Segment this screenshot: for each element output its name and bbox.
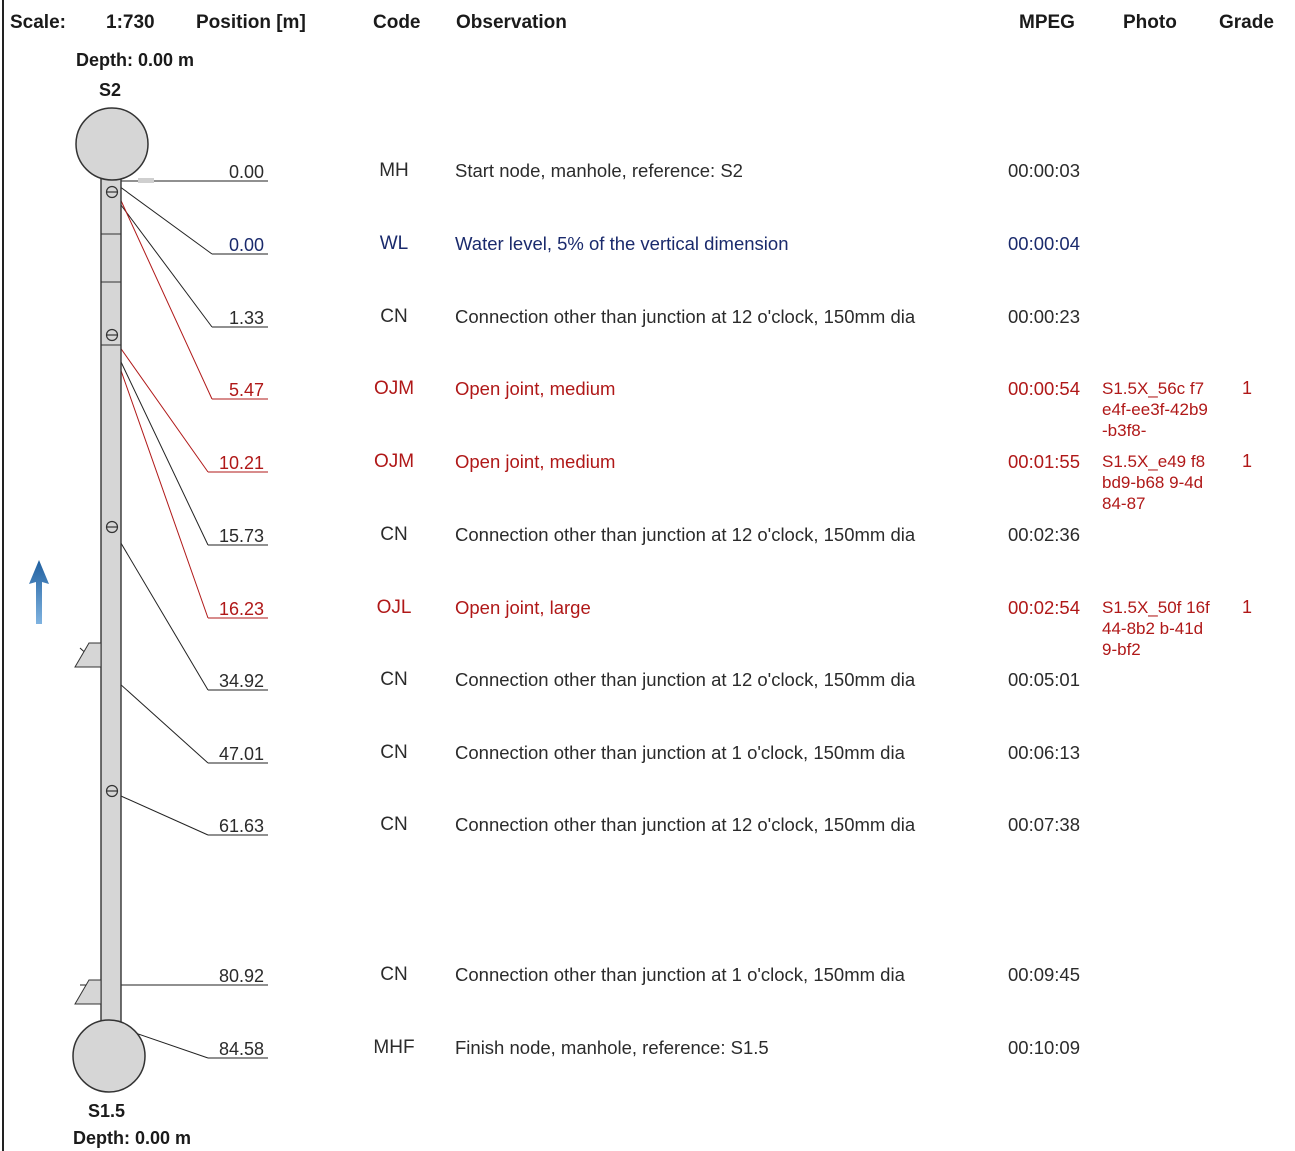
position-underlines: [208, 253, 268, 1059]
position-value: 80.92: [218, 966, 264, 986]
observation-text: Open joint, medium: [455, 451, 616, 472]
leader-line: [111, 344, 209, 619]
mpeg-timestamp: 00:07:38: [1008, 814, 1081, 835]
position-value: 5.47: [228, 380, 264, 400]
observation-text: Connection other than junction at 12 o'c…: [455, 306, 916, 327]
code-value: CN: [380, 524, 408, 545]
code-value: CN: [380, 669, 408, 690]
photo-reference: S1.5X_50f 16f44-8b2 b-41d9-bf2: [1102, 598, 1210, 659]
observation-text: Connection other than junction at 12 o'c…: [455, 524, 916, 545]
observation-text: Connection other than junction at 1 o'cl…: [455, 964, 905, 985]
observation-text: Connection other than junction at 1 o'cl…: [455, 742, 905, 763]
leader-line: [111, 192, 213, 328]
code-value: OJM: [373, 378, 415, 399]
code-value: OJL: [376, 597, 412, 618]
mpeg-timestamp: 00:00:54: [1008, 378, 1081, 399]
mpeg-timestamp: 00:02:54: [1008, 597, 1081, 618]
leader-line: [111, 791, 209, 836]
mpeg-timestamp: 00:10:09: [1008, 1037, 1081, 1058]
finish-node-name: S1.5: [88, 1101, 126, 1121]
observation-text: Connection other than junction at 12 o'c…: [455, 814, 916, 835]
observation-text: Finish node, manhole, reference: S1.5: [455, 1037, 769, 1058]
leader-line: [111, 527, 209, 691]
grade-column-header: Grade: [1219, 12, 1274, 33]
leader-line: [111, 342, 209, 546]
observation-text: Connection other than junction at 12 o'c…: [455, 669, 916, 690]
code-value: OJM: [373, 451, 415, 472]
grade-value: 1: [1241, 378, 1252, 398]
pipe-body: [100, 177, 122, 1024]
start-node-name: S2: [99, 80, 122, 100]
photo-column-header: Photo: [1123, 12, 1177, 33]
code-value: MHF: [373, 1037, 415, 1058]
photo-reference: S1.5X_e49 f8bd9-b68 9-4d84-87: [1102, 452, 1206, 513]
mpeg-timestamp: 00:01:55: [1008, 451, 1081, 472]
position-value: 47.01: [218, 744, 264, 764]
mpeg-timestamp: 00:00:03: [1008, 160, 1081, 181]
code-value: CN: [380, 964, 408, 985]
scale-label: Scale:: [10, 12, 66, 33]
connection-markers: [105, 185, 119, 798]
leader-line: [111, 335, 209, 473]
scale-value: 1:730: [106, 12, 155, 33]
position-value: 0.00: [228, 162, 264, 182]
grade-value: 1: [1241, 597, 1252, 617]
code-value: CN: [380, 306, 408, 327]
start-node-depth: Depth: 0.00 m: [76, 50, 195, 70]
code-value: CN: [380, 742, 408, 763]
observation-text: Start node, manhole, reference: S2: [455, 160, 743, 181]
position-value: 1.33: [228, 308, 264, 328]
position-value: 34.92: [218, 671, 264, 691]
finish-manhole: [72, 1019, 146, 1093]
observation-column-header: Observation: [456, 12, 567, 33]
observation-text: Water level, 5% of the vertical dimensio…: [455, 233, 789, 254]
mpeg-timestamp: 00:02:36: [1008, 524, 1081, 545]
up-arrow-icon: [29, 560, 49, 624]
mpeg-timestamp: 00:09:45: [1008, 964, 1081, 985]
lateral-connections: [74, 642, 102, 1005]
start-manhole: [75, 107, 149, 181]
code-value: MH: [379, 160, 409, 181]
code-value: CN: [380, 814, 408, 835]
left-border-rule: [2, 0, 4, 1151]
observation-text: Open joint, large: [455, 597, 591, 618]
code-column-header: Code: [373, 12, 421, 33]
observation-text: Open joint, medium: [455, 378, 616, 399]
leader-line: [111, 180, 213, 400]
position-value: 84.58: [218, 1039, 264, 1059]
mpeg-timestamp: 00:00:04: [1008, 233, 1081, 254]
photo-reference: S1.5X_56c f7e4f-ee3f-42b9-b3f8-: [1102, 379, 1208, 440]
position-value: 15.73: [218, 526, 264, 546]
mpeg-column-header: MPEG: [1019, 12, 1075, 33]
leader-line: [111, 180, 213, 255]
position-column-header: Position [m]: [196, 12, 306, 33]
grade-value: 1: [1241, 451, 1252, 471]
mpeg-timestamp: 00:05:01: [1008, 669, 1081, 690]
position-value: 61.63: [218, 816, 264, 836]
mpeg-timestamp: 00:00:23: [1008, 306, 1081, 327]
position-value: 16.23: [218, 599, 264, 619]
position-value: 0.00: [228, 235, 264, 255]
finish-node-depth: Depth: 0.00 m: [73, 1128, 192, 1148]
mpeg-timestamp: 00:06:13: [1008, 742, 1081, 763]
position-value: 10.21: [218, 453, 264, 473]
code-value: WL: [379, 233, 409, 254]
